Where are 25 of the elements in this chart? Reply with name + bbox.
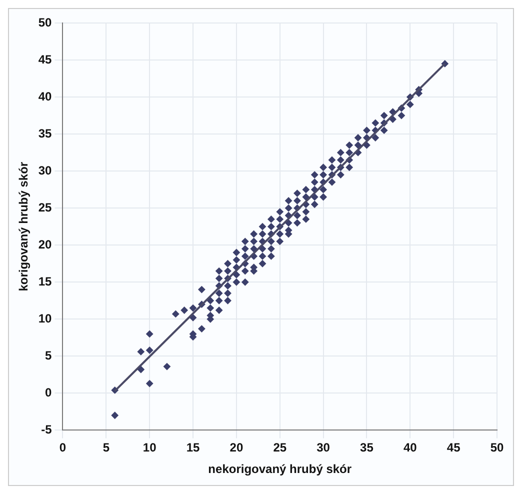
- x-tick-label: 25: [273, 440, 287, 455]
- y-tick-label: 10: [38, 311, 52, 326]
- y-axis-title: korigovaný hrubý skór: [16, 162, 31, 292]
- y-tick-label: 30: [38, 163, 52, 178]
- x-tick-label: 35: [360, 440, 374, 455]
- y-tick-label: 20: [38, 237, 52, 252]
- y-tick-label: 45: [38, 52, 52, 66]
- y-tick-label: 35: [38, 126, 52, 140]
- x-tick-label: 20: [230, 440, 244, 455]
- y-tick-label: 50: [38, 15, 52, 30]
- y-tick-label: 0: [45, 385, 52, 400]
- y-tick-label: 15: [38, 274, 52, 288]
- x-tick-label: 45: [446, 440, 461, 455]
- x-tick-label: 0: [59, 440, 66, 455]
- x-tick-label: 10: [142, 440, 157, 455]
- x-tick-label: 30: [316, 440, 330, 455]
- y-tick-label: 25: [38, 200, 52, 214]
- y-tick-label: 40: [38, 89, 52, 104]
- x-tick-label: 50: [490, 440, 504, 455]
- y-tick-label: -5: [41, 422, 52, 437]
- x-tick-label: 5: [102, 440, 110, 455]
- y-tick-label: 5: [45, 348, 52, 362]
- x-tick-label: 15: [186, 440, 200, 455]
- x-tick-label: 40: [403, 440, 418, 455]
- x-axis-title: nekorigovaný hrubý skór: [208, 462, 352, 476]
